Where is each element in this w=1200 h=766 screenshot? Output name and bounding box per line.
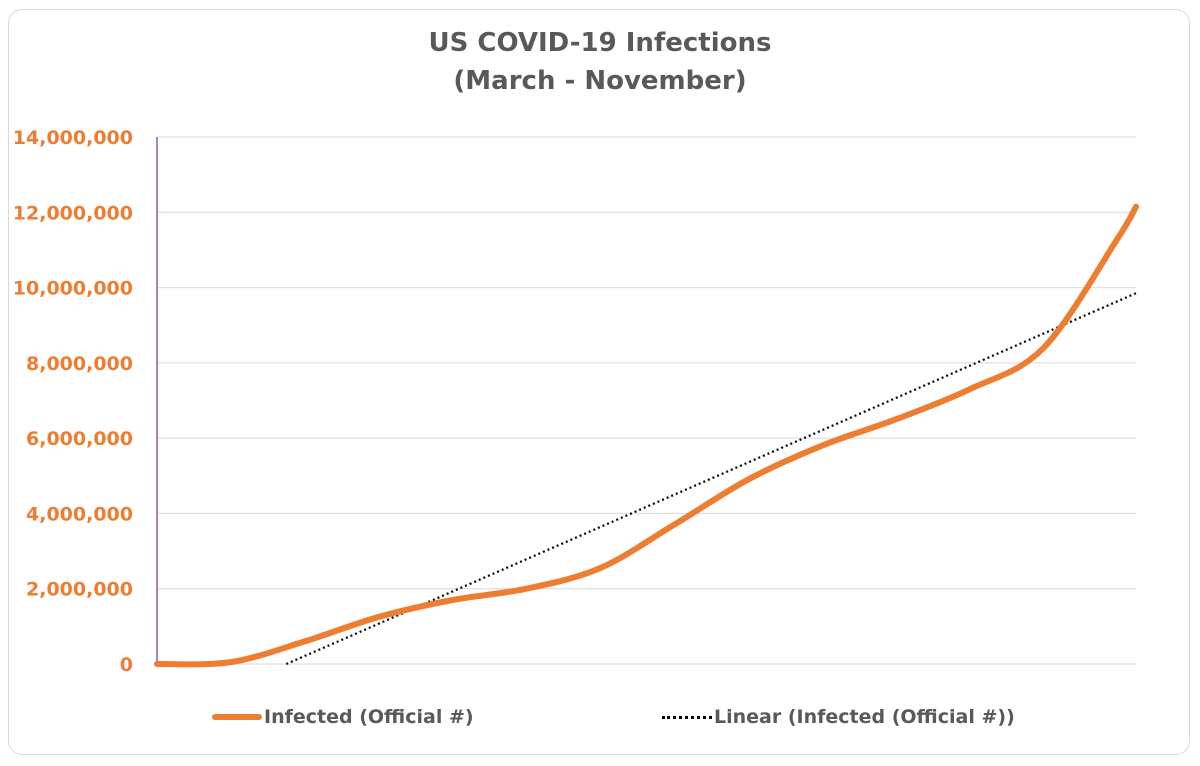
series-lines — [154, 203, 1139, 668]
chart-title: US COVID-19 Infections — [428, 28, 772, 58]
gridlines — [157, 136, 1136, 665]
y-tick-label: 6,000,000 — [26, 428, 133, 450]
y-tick-label: 14,000,000 — [13, 127, 133, 149]
y-tick-label: 12,000,000 — [13, 202, 133, 224]
y-tick-label: 0 — [120, 654, 133, 676]
legend-swatch-solid — [212, 714, 262, 720]
y-tick-label: 4,000,000 — [26, 503, 133, 525]
y-tick-label: 8,000,000 — [26, 353, 133, 375]
y-tick-label: 10,000,000 — [13, 278, 133, 300]
y-tick-label: 2,000,000 — [26, 579, 133, 601]
legend-item-linear: Linear (Infected (Official #)) — [662, 706, 1015, 728]
y-axis-ticks: 0 2,000,000 4,000,000 6,000,000 8,000,000 10,… — [13, 127, 133, 676]
series-line-infected — [154, 203, 1139, 668]
legend-label-linear: Linear (Infected (Official #)) — [714, 706, 1015, 728]
legend-swatch-dotted — [662, 715, 712, 719]
legend-item-infected: Infected (Official #) — [212, 706, 474, 728]
legend-label-infected: Infected (Official #) — [264, 706, 474, 728]
chart-subtitle: (March - November) — [453, 66, 747, 96]
